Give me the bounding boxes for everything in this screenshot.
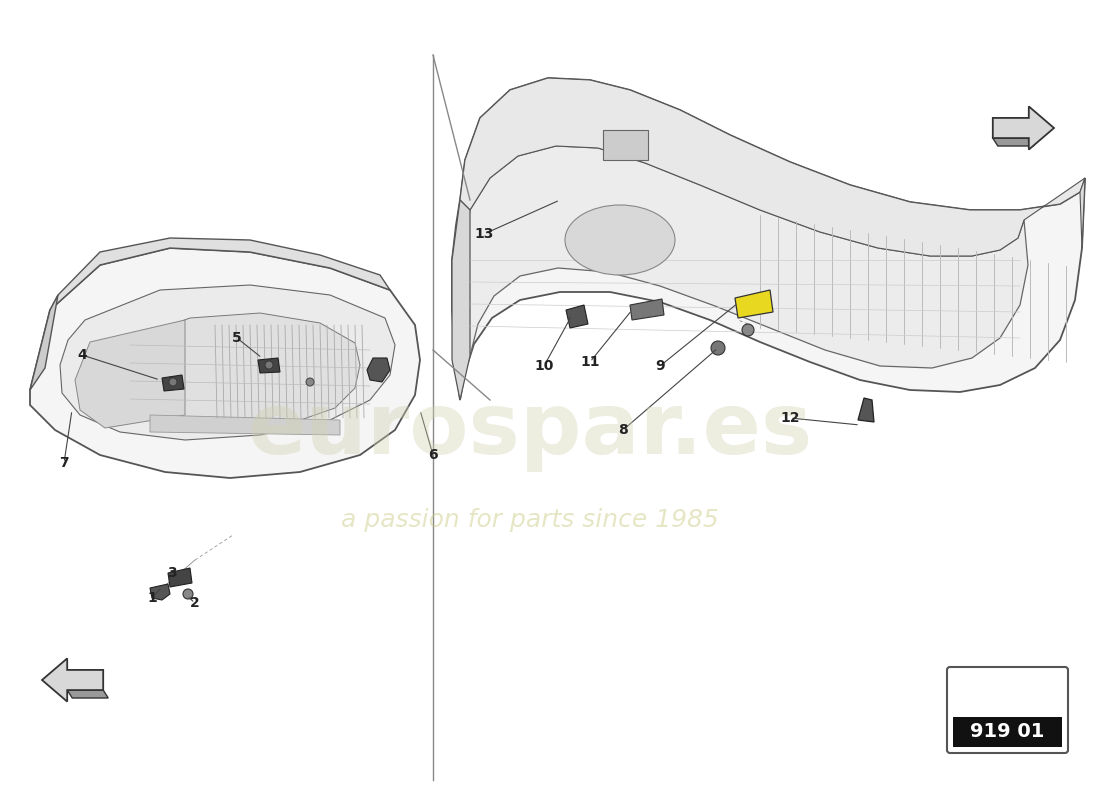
Text: 10: 10 — [535, 359, 553, 373]
Text: 13: 13 — [474, 227, 494, 241]
Text: 7: 7 — [59, 456, 69, 470]
Text: 4: 4 — [77, 348, 87, 362]
Text: 5: 5 — [232, 331, 242, 345]
Text: a passion for parts since 1985: a passion for parts since 1985 — [341, 508, 719, 532]
Polygon shape — [168, 568, 192, 587]
Text: 12: 12 — [780, 411, 800, 425]
Ellipse shape — [565, 205, 675, 275]
Circle shape — [742, 324, 754, 336]
Polygon shape — [67, 690, 108, 698]
Polygon shape — [75, 320, 185, 428]
Polygon shape — [258, 358, 280, 373]
FancyBboxPatch shape — [947, 667, 1068, 753]
Text: 8: 8 — [618, 423, 628, 437]
Polygon shape — [465, 146, 1028, 368]
Text: 3: 3 — [167, 566, 177, 580]
Polygon shape — [566, 305, 588, 328]
Polygon shape — [150, 584, 170, 600]
Text: 919 01: 919 01 — [970, 722, 1045, 742]
Polygon shape — [50, 238, 390, 310]
Text: 9: 9 — [656, 359, 664, 373]
Polygon shape — [60, 285, 395, 440]
Polygon shape — [452, 200, 470, 400]
Circle shape — [306, 378, 313, 386]
Bar — [603, 130, 648, 160]
Polygon shape — [30, 248, 420, 478]
Polygon shape — [367, 358, 390, 382]
Text: 6: 6 — [428, 448, 438, 462]
Circle shape — [169, 378, 177, 386]
Polygon shape — [42, 658, 103, 702]
Circle shape — [183, 589, 192, 599]
Polygon shape — [30, 295, 58, 390]
Polygon shape — [735, 290, 773, 318]
Circle shape — [711, 341, 725, 355]
Bar — [953, 717, 1062, 747]
Polygon shape — [858, 398, 874, 422]
Text: 2: 2 — [190, 596, 200, 610]
Circle shape — [265, 361, 273, 369]
Polygon shape — [150, 415, 340, 435]
Polygon shape — [122, 313, 360, 428]
Polygon shape — [993, 106, 1054, 150]
Text: eurospar.es: eurospar.es — [248, 389, 813, 471]
Polygon shape — [460, 78, 1085, 256]
Polygon shape — [162, 375, 184, 391]
Text: 11: 11 — [581, 355, 600, 369]
Text: 1: 1 — [147, 591, 157, 605]
Polygon shape — [630, 299, 664, 320]
Polygon shape — [993, 138, 1034, 146]
Polygon shape — [1080, 178, 1085, 248]
Polygon shape — [452, 78, 1085, 400]
